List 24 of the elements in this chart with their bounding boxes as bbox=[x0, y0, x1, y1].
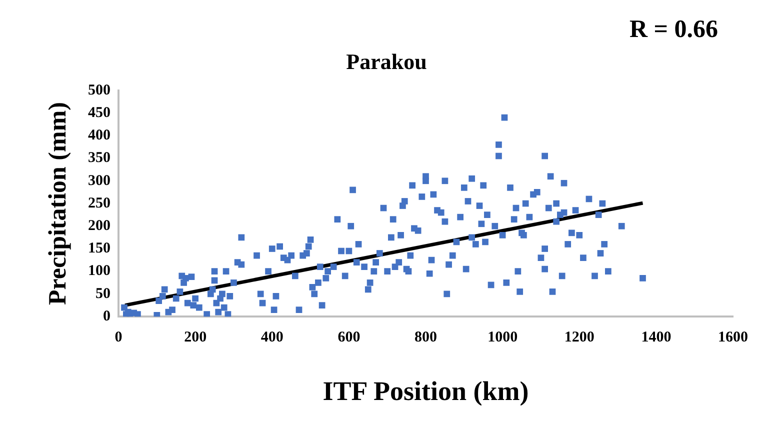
y-tick-label: 500 bbox=[88, 82, 110, 98]
x-tick-label: 1200 bbox=[564, 329, 594, 346]
y-tick-label: 400 bbox=[88, 128, 110, 144]
x-tick-label: 200 bbox=[184, 329, 207, 346]
x-tick-label: 600 bbox=[338, 329, 360, 346]
y-tick-label: 50 bbox=[96, 286, 110, 302]
x-tick-label: 400 bbox=[260, 329, 284, 346]
chart-title: Parakou bbox=[346, 48, 427, 74]
x-tick-label: 0 bbox=[114, 329, 122, 346]
y-tick-label: 100 bbox=[88, 263, 110, 280]
y-tick-label: 250 bbox=[88, 195, 110, 212]
y-axis-title: Precipitation (mm) bbox=[44, 102, 72, 305]
y-tick-label: 0 bbox=[103, 308, 110, 324]
x-tick-label: 1400 bbox=[641, 329, 672, 346]
x-axis-title: ITF Position (km) bbox=[322, 376, 529, 406]
text: R = 0.66 bbox=[629, 16, 718, 43]
x-tick-label: 800 bbox=[414, 329, 437, 346]
x-tick-label: 1000 bbox=[488, 329, 518, 346]
x-tick-label: 1600 bbox=[718, 329, 748, 346]
y-tick-label: 150 bbox=[88, 240, 110, 257]
y-tick-label: 450 bbox=[88, 104, 110, 121]
y-tick-label: 350 bbox=[88, 150, 110, 166]
y-tick-label: 200 bbox=[88, 218, 110, 234]
y-tick-label: 300 bbox=[88, 172, 110, 189]
